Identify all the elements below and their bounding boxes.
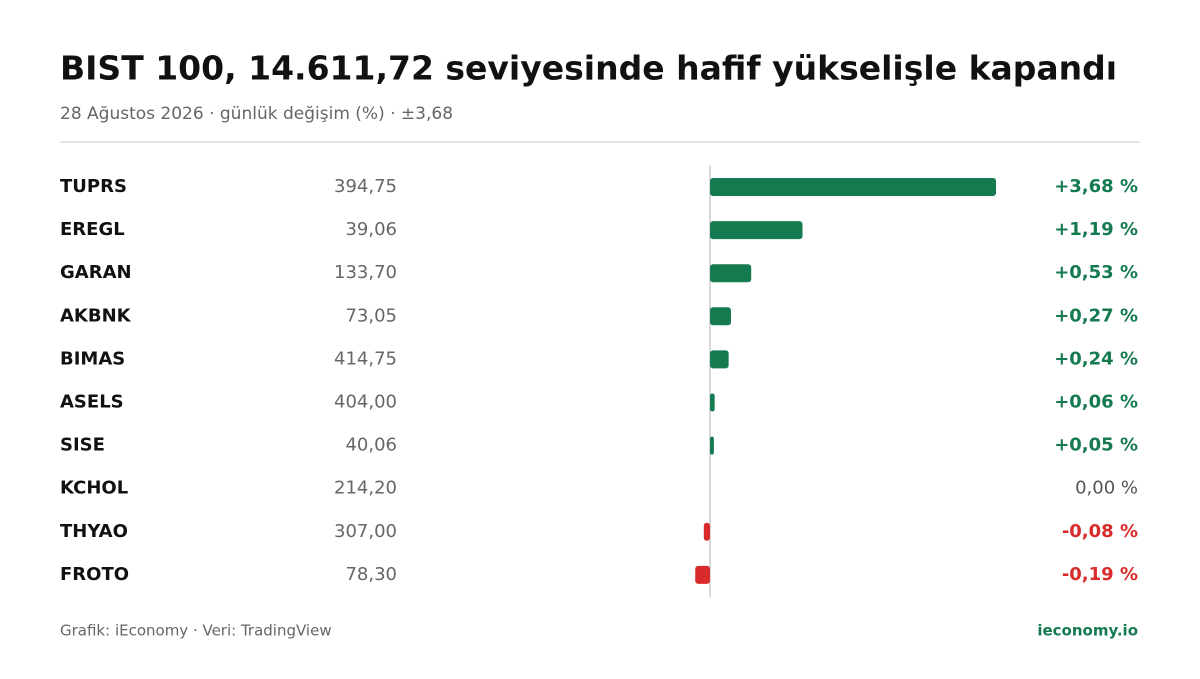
value-label: +3,68 % xyxy=(1054,176,1138,197)
value-label: 0,00 % xyxy=(1075,478,1138,499)
ticker: THYAO xyxy=(60,521,128,542)
chart-title: BIST 100, 14.611,72 seviyesinde hafif yü… xyxy=(60,49,1117,88)
value-label: +0,06 % xyxy=(1054,392,1138,413)
bar xyxy=(710,436,714,455)
value-label: +0,27 % xyxy=(1054,305,1138,326)
source: Grafik: iEconomy · Veri: TradingView xyxy=(60,622,332,640)
ticker: SISE xyxy=(60,435,105,456)
brand: ieconomy.io xyxy=(1037,622,1138,640)
bar xyxy=(710,350,729,369)
price: 133,70 xyxy=(334,262,397,283)
value-label: +1,19 % xyxy=(1054,219,1138,240)
ticker: AKBNK xyxy=(60,305,132,326)
price: 39,06 xyxy=(345,219,397,240)
chart-subtitle: 28 Ağustos 2026 · günlük değişim (%) · ±… xyxy=(60,104,453,124)
price: 414,75 xyxy=(334,348,397,369)
bar xyxy=(695,565,710,584)
value-label: -0,08 % xyxy=(1062,521,1138,542)
bar xyxy=(710,307,731,326)
price: 214,20 xyxy=(334,478,397,499)
value-label: +0,05 % xyxy=(1054,435,1138,456)
ticker: ASELS xyxy=(60,392,124,413)
bar xyxy=(703,522,710,541)
price: 394,75 xyxy=(334,176,397,197)
ticker: FROTO xyxy=(60,564,129,585)
value-label: -0,19 % xyxy=(1062,564,1138,585)
price: 40,06 xyxy=(345,435,397,456)
ticker: GARAN xyxy=(60,262,132,283)
ticker: EREGL xyxy=(60,219,125,240)
value-label: +0,53 % xyxy=(1054,262,1138,283)
ticker: KCHOL xyxy=(60,478,128,499)
ticker: TUPRS xyxy=(60,176,127,197)
price: 78,30 xyxy=(345,564,397,585)
bar xyxy=(710,264,752,283)
bar xyxy=(710,178,996,196)
price: 307,00 xyxy=(334,521,397,542)
ticker: BIMAS xyxy=(60,348,125,369)
price: 404,00 xyxy=(334,392,397,413)
bar xyxy=(710,221,803,240)
value-label: +0,24 % xyxy=(1054,348,1138,369)
price: 73,05 xyxy=(345,305,397,326)
bar xyxy=(710,393,715,412)
